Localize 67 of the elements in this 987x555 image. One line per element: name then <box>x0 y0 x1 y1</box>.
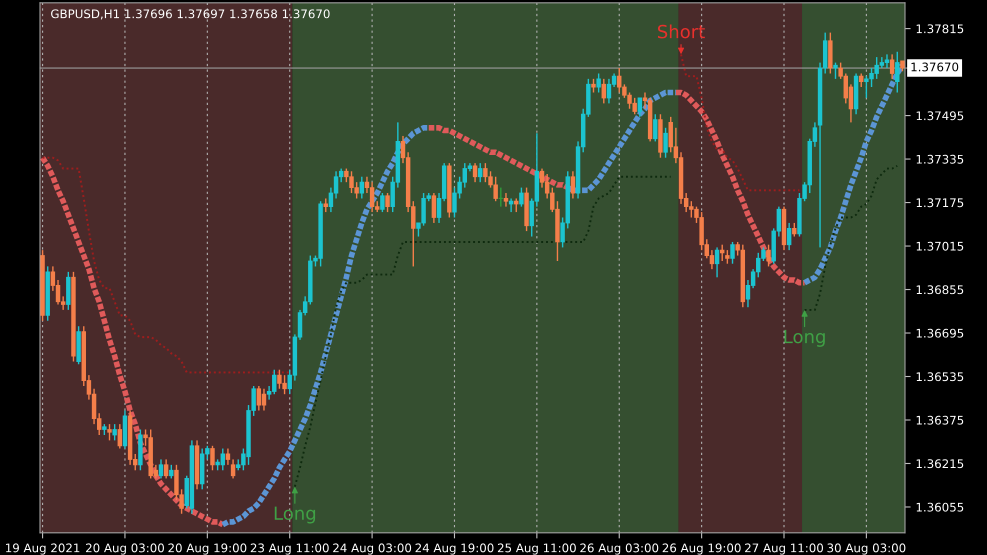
y-tick-label: 1.36375 <box>916 416 964 425</box>
candlestick <box>385 192 390 213</box>
candlestick <box>472 162 478 183</box>
candlestick <box>591 78 596 94</box>
candlestick <box>432 192 436 224</box>
candlestick <box>602 78 606 104</box>
candlestick <box>118 423 122 450</box>
y-tick-label: 1.37335 <box>916 154 964 164</box>
y-tick-label: 1.36695 <box>916 328 964 338</box>
candlestick <box>766 244 771 268</box>
candlestick <box>663 127 668 158</box>
annotation: Long <box>274 506 316 524</box>
x-tick-label: 19 Aug 2021 <box>6 543 80 555</box>
x-tick-label: 20 Aug 19:00 <box>168 543 246 555</box>
candlestick <box>478 162 482 183</box>
y-tick-label: 1.37015 <box>916 242 964 251</box>
y-tick-label: 1.37175 <box>916 198 964 208</box>
y-tick-label: 1.36055 <box>916 502 964 512</box>
x-tick-label: 24 Aug 03:00 <box>333 543 412 555</box>
candlestick <box>859 72 864 88</box>
y-tick-label: 1.36855 <box>916 285 964 294</box>
x-tick-label: 27 Aug 11:00 <box>745 543 824 555</box>
x-tick-label: 26 Aug 19:00 <box>662 543 741 555</box>
candlestick <box>226 448 230 466</box>
candlestick <box>714 246 720 278</box>
candlestick <box>653 114 658 142</box>
candlestick <box>380 192 385 213</box>
candlestick <box>900 60 905 72</box>
candlestick <box>895 51 900 94</box>
candlestick <box>324 198 328 213</box>
candlestick <box>519 186 524 208</box>
x-tick-label: 25 Aug 11:00 <box>498 543 576 555</box>
candlestick <box>720 244 724 262</box>
x-tick-label: 30 Aug 03:00 <box>827 543 906 555</box>
candlestick <box>508 198 514 213</box>
candlestick <box>498 186 504 208</box>
candlestick <box>158 458 164 480</box>
candlestick <box>102 423 107 436</box>
candlestick <box>107 423 112 442</box>
candlestick <box>792 222 797 238</box>
ref-line-label: 1.37670 <box>911 62 958 72</box>
candlestick <box>360 176 364 200</box>
x-tick-label: 24 Aug 19:00 <box>416 543 494 555</box>
candlestick <box>169 464 174 480</box>
candlestick <box>786 222 792 251</box>
x-tick-label: 26 Aug 03:00 <box>580 543 658 555</box>
candlestick <box>833 62 838 80</box>
x-tick-label: 20 Aug 03:00 <box>86 543 164 555</box>
annotation: Long <box>784 330 825 347</box>
candlestick <box>890 54 894 80</box>
candlestick <box>164 458 168 480</box>
candlestick <box>596 72 601 94</box>
x-tick-label: 23 Aug 11:00 <box>250 543 329 555</box>
candlestick <box>725 249 730 264</box>
candlestick <box>570 170 576 200</box>
candlestick <box>210 445 215 471</box>
y-tick-label: 1.37495 <box>916 111 964 120</box>
candlestick <box>504 192 508 208</box>
y-tick-label: 1.37815 <box>916 24 964 34</box>
candlestick <box>514 198 518 213</box>
y-tick-label: 1.36535 <box>916 372 964 382</box>
annotation: Short <box>658 24 705 38</box>
y-tick-label: 1.36215 <box>916 459 964 468</box>
candlestick <box>112 423 117 442</box>
candlestick <box>638 97 642 118</box>
candlestick <box>230 458 236 480</box>
chart-title: GBPUSD,H1 1.37696 1.37697 1.37658 1.37670 <box>51 9 330 20</box>
